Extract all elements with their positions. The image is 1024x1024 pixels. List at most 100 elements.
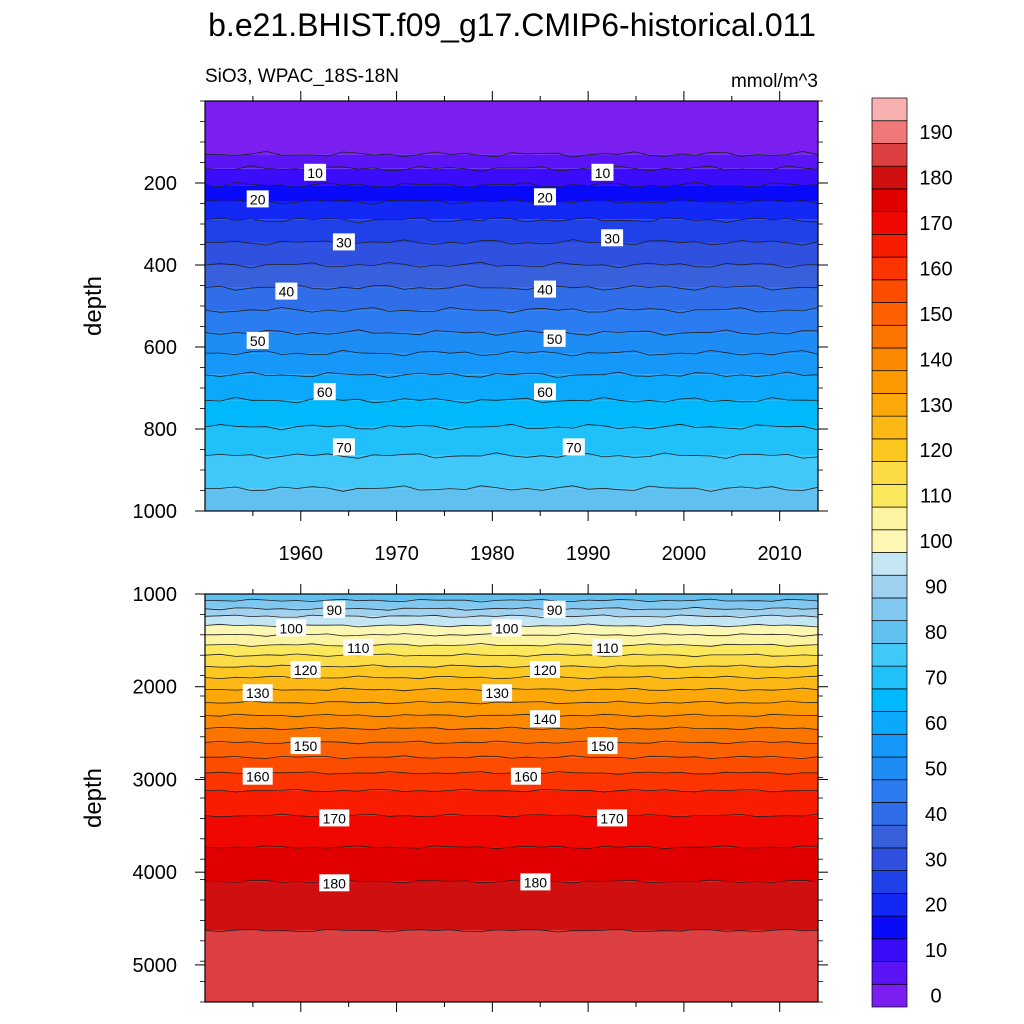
colorbar-label: 40	[925, 804, 947, 826]
colorbar-swatch	[871, 370, 908, 394]
contour-label-box	[246, 190, 269, 208]
contour-line	[204, 928, 819, 933]
contour-label-box	[534, 383, 556, 401]
contour-band	[205, 265, 818, 288]
contour-line	[204, 216, 819, 224]
contour-label: 170	[323, 810, 347, 826]
contour-label-box	[246, 331, 269, 349]
contour-line	[204, 813, 819, 818]
contour-label-box	[482, 684, 513, 702]
contour-band	[205, 201, 818, 220]
contour-band	[205, 930, 818, 1002]
contour-label: 100	[495, 620, 519, 636]
contour-band	[205, 608, 818, 617]
colorbar-label: 20	[925, 895, 947, 917]
contour-band	[205, 702, 818, 716]
contour-band	[205, 594, 818, 601]
contour-band	[205, 185, 818, 202]
colorbar-swatch	[871, 234, 908, 258]
colorbar-label: 120	[919, 440, 952, 462]
contour-label: 90	[547, 602, 563, 618]
contour-label-box	[290, 661, 321, 678]
contour-line	[204, 261, 819, 269]
contour-label-box	[520, 873, 551, 891]
contour-label-box	[587, 737, 618, 755]
contour-line	[204, 614, 819, 619]
contour-label: 150	[591, 738, 615, 754]
contour-band	[205, 455, 818, 489]
colorbar-swatch	[871, 915, 908, 940]
contour-band	[205, 666, 818, 678]
contour-band	[205, 600, 818, 609]
contour-label-box	[534, 280, 556, 298]
colorbar-label: 170	[919, 213, 952, 235]
contour-label-box	[530, 661, 560, 678]
contour-label: 40	[537, 282, 553, 298]
y-axis-label: depth	[80, 768, 107, 828]
contour-line	[204, 653, 819, 658]
contour-band	[205, 677, 818, 690]
contour-band	[205, 645, 818, 656]
contour-line	[204, 606, 819, 611]
contour-label-box	[592, 638, 623, 656]
contour-label: 30	[336, 234, 352, 250]
contour-label-box	[530, 710, 560, 728]
colorbar-swatch	[871, 802, 908, 826]
colorbar-swatch	[871, 415, 908, 440]
contour-label-box	[543, 329, 566, 347]
colorbar-swatch	[871, 756, 908, 781]
contour-label: 10	[307, 165, 323, 181]
top-panel: 10 10 20 20 30 30 40 40 50 50 60 60 70 70 200 400 600 800…	[80, 91, 828, 565]
contour-label-box	[304, 163, 327, 181]
contour-label: 50	[250, 333, 266, 349]
contour-line	[204, 396, 819, 404]
colorbar-swatch	[871, 983, 908, 1008]
contour-label: 160	[514, 769, 538, 785]
colorbar-label: 10	[925, 940, 947, 962]
colorbar-label: 50	[925, 758, 947, 780]
colorbar-label: 70	[925, 668, 947, 690]
contour-band	[205, 154, 818, 169]
colorbar-swatch	[871, 97, 908, 122]
contour-band	[205, 400, 818, 427]
y-tick-label: 1000	[133, 584, 178, 606]
y-tick-label: 800	[144, 419, 177, 441]
contour-label: 120	[294, 662, 318, 678]
contour-label-box	[332, 438, 355, 456]
contour-label: 150	[294, 738, 318, 754]
contour-label-box	[290, 737, 321, 755]
colorbar-swatch	[871, 165, 908, 190]
contour-label-box	[343, 638, 374, 656]
x-tick-label: 1970	[374, 543, 419, 565]
colorbar-swatch	[871, 688, 908, 712]
contour-label: 10	[595, 165, 611, 181]
contour-label-box	[242, 684, 273, 702]
chart-title: b.e21.BHIST.f09_g17.CMIP6-historical.011	[208, 7, 816, 43]
contour-line	[204, 643, 819, 647]
contour-label: 180	[524, 874, 548, 890]
contour-label: 140	[533, 711, 557, 727]
colorbar-swatch	[871, 211, 908, 235]
colorbar-label: 60	[925, 713, 947, 735]
y-tick-label: 5000	[133, 955, 178, 977]
colorbar-label: 90	[925, 577, 947, 599]
x-tick-label: 2010	[757, 543, 802, 565]
contour-label-box	[319, 874, 350, 892]
colorbar-swatch	[871, 711, 908, 735]
x-tick-label: 1980	[470, 543, 515, 565]
colorbar-swatch	[871, 302, 908, 326]
colorbar-swatch	[871, 279, 908, 303]
contour-line	[204, 845, 819, 850]
colorbar-swatch	[871, 188, 908, 212]
contour-band	[205, 790, 818, 816]
colorbar-swatch	[871, 506, 908, 531]
y-axis-label: depth	[80, 276, 107, 336]
colorbar-swatch	[871, 574, 908, 599]
colorbar-swatch	[871, 824, 908, 849]
contour-label: 60	[317, 384, 333, 400]
contour-label: 130	[246, 685, 270, 701]
contour-band	[205, 426, 818, 456]
contour-line	[204, 329, 819, 336]
colorbar-swatch	[871, 597, 908, 622]
colorbar-swatch	[871, 870, 908, 894]
